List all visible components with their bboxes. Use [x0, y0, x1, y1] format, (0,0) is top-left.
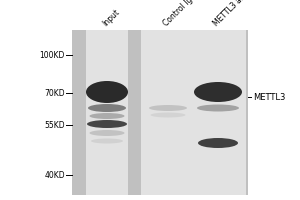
Ellipse shape — [87, 120, 127, 128]
Text: 55KD: 55KD — [44, 120, 65, 130]
Ellipse shape — [149, 105, 187, 111]
Bar — [190, 30, 245, 195]
Ellipse shape — [197, 104, 239, 112]
Text: 70KD: 70KD — [44, 88, 65, 98]
Text: 40KD: 40KD — [44, 170, 65, 180]
Ellipse shape — [91, 138, 123, 144]
Ellipse shape — [194, 82, 242, 102]
Text: Control IgG: Control IgG — [162, 0, 199, 28]
Bar — [140, 30, 196, 195]
Bar — [86, 30, 128, 195]
Ellipse shape — [89, 130, 124, 136]
Ellipse shape — [88, 104, 126, 112]
Text: METTL3 antibody: METTL3 antibody — [212, 0, 265, 28]
Text: Input: Input — [100, 7, 121, 28]
Ellipse shape — [86, 81, 128, 103]
Bar — [72, 30, 248, 195]
Ellipse shape — [151, 112, 185, 117]
Ellipse shape — [89, 113, 124, 119]
Text: 100KD: 100KD — [40, 50, 65, 60]
Text: METTL3: METTL3 — [253, 92, 285, 102]
Ellipse shape — [198, 138, 238, 148]
